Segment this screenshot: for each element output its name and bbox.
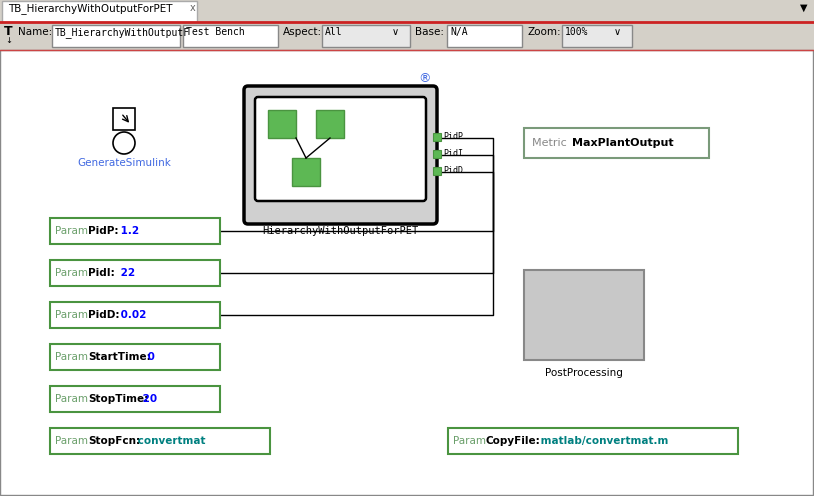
Text: Param: Param — [55, 268, 91, 278]
Bar — [322, 25, 410, 47]
Text: Base:: Base: — [415, 27, 444, 37]
Text: GenerateSimulink: GenerateSimulink — [77, 158, 171, 168]
Text: 1.2: 1.2 — [117, 226, 139, 236]
Text: Test Bench: Test Bench — [186, 27, 245, 37]
Text: All: All — [325, 27, 343, 37]
Bar — [562, 25, 632, 47]
Text: StartTime:: StartTime: — [88, 352, 151, 362]
Bar — [448, 428, 738, 454]
Bar — [2, 1, 197, 22]
Text: Param: Param — [453, 436, 489, 446]
Bar — [0, 0, 814, 22]
Bar — [268, 110, 296, 138]
Text: 20: 20 — [139, 394, 157, 404]
Text: 0: 0 — [145, 352, 155, 362]
Text: matlab/convertmat.m: matlab/convertmat.m — [537, 436, 668, 446]
Text: ∨: ∨ — [392, 27, 399, 37]
Text: CopyFile:: CopyFile: — [486, 436, 540, 446]
Text: Zoom:: Zoom: — [527, 27, 561, 37]
Text: PidD:: PidD: — [88, 310, 120, 320]
Text: 0.02: 0.02 — [117, 310, 147, 320]
Bar — [0, 50, 813, 495]
Bar — [433, 167, 441, 175]
Text: Metric: Metric — [532, 138, 571, 148]
Text: PidP:: PidP: — [88, 226, 119, 236]
Bar — [316, 110, 344, 138]
Text: PidI:: PidI: — [88, 268, 115, 278]
Text: StopFcn:: StopFcn: — [88, 436, 140, 446]
Bar — [183, 25, 278, 47]
Text: 100%: 100% — [565, 27, 589, 37]
Circle shape — [113, 132, 135, 154]
Text: TB_HierarchyWithOutputForPET: TB_HierarchyWithOutputForPET — [8, 3, 173, 14]
Text: Param: Param — [55, 226, 91, 236]
Text: Param: Param — [55, 310, 91, 320]
Text: PidP: PidP — [443, 132, 463, 141]
Text: Name:: Name: — [18, 27, 52, 37]
Text: ∨: ∨ — [614, 27, 621, 37]
Bar — [447, 25, 522, 47]
Text: PidI: PidI — [443, 149, 463, 158]
Bar — [524, 270, 644, 360]
Bar — [50, 302, 220, 328]
Text: PidD: PidD — [443, 166, 463, 175]
Text: Param: Param — [55, 436, 91, 446]
Bar — [433, 133, 441, 141]
Text: T: T — [4, 25, 13, 38]
Text: ®: ® — [418, 72, 431, 85]
Text: 22: 22 — [117, 268, 135, 278]
Text: ↓: ↓ — [5, 36, 12, 45]
Text: PostProcessing: PostProcessing — [545, 368, 623, 378]
Text: Aspect:: Aspect: — [283, 27, 322, 37]
Text: Param: Param — [55, 352, 91, 362]
Text: Param: Param — [55, 394, 91, 404]
Bar — [292, 158, 320, 186]
FancyBboxPatch shape — [244, 86, 437, 224]
Text: convertmat: convertmat — [133, 436, 205, 446]
Bar — [52, 25, 180, 47]
Text: HierarchyWithOutputForPET: HierarchyWithOutputForPET — [262, 226, 418, 236]
Bar — [50, 218, 220, 244]
Text: StopTime:: StopTime: — [88, 394, 148, 404]
Bar — [113, 108, 135, 130]
Bar — [0, 22, 814, 50]
Bar — [433, 150, 441, 158]
Text: N/A: N/A — [450, 27, 467, 37]
Bar — [524, 128, 709, 158]
Bar — [50, 344, 220, 370]
Text: TB_HierarchyWithOutputF: TB_HierarchyWithOutputF — [55, 27, 190, 38]
FancyBboxPatch shape — [255, 97, 426, 201]
Text: x: x — [190, 3, 195, 13]
Text: MaxPlantOutput: MaxPlantOutput — [572, 138, 674, 148]
Bar — [50, 386, 220, 412]
Text: ▼: ▼ — [800, 3, 807, 13]
Bar — [0, 50, 814, 496]
Bar — [50, 260, 220, 286]
Bar — [50, 428, 270, 454]
